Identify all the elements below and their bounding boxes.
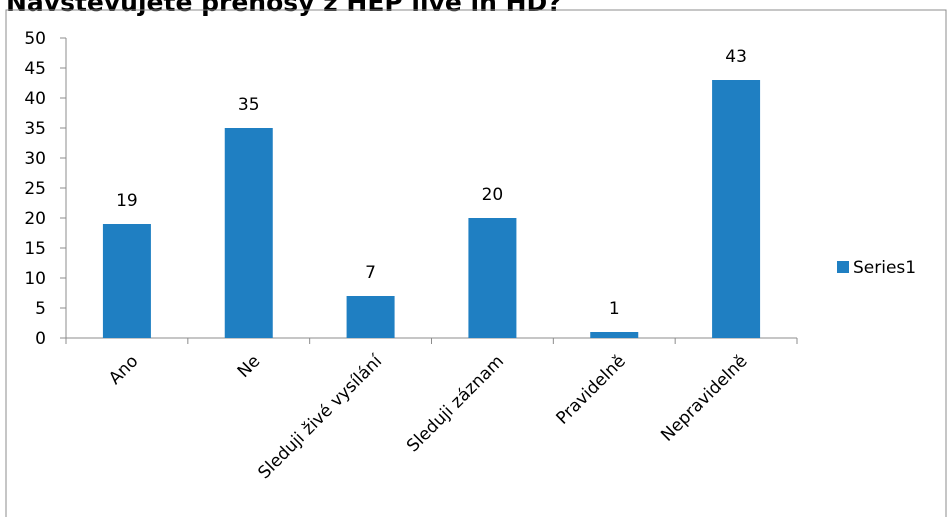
bar (224, 128, 273, 338)
category-label: Pravidelně (552, 351, 629, 428)
y-tick-label: 25 (24, 179, 46, 199)
y-tick-label: 0 (35, 329, 46, 349)
chart-border (5, 9, 947, 517)
bar (590, 332, 639, 338)
y-tick-label: 40 (24, 89, 46, 109)
chart-title: Navštěvujete přenosy z HEP live in HD? (6, 0, 562, 17)
y-tick-label: 35 (24, 119, 46, 139)
y-tick-label: 10 (24, 269, 46, 289)
bar (102, 224, 151, 338)
y-tick-label: 30 (24, 149, 46, 169)
data-label: 35 (238, 95, 260, 115)
legend-label: Series1 (853, 258, 916, 278)
bar (468, 218, 517, 338)
data-label: 43 (725, 47, 747, 67)
data-label: 19 (116, 191, 138, 211)
y-tick-label: 50 (24, 29, 46, 49)
data-label: 1 (609, 299, 620, 319)
category-label: Sleduji živé vysílání (254, 351, 387, 484)
legend-swatch (837, 261, 849, 273)
category-label: Ne (234, 351, 265, 382)
category-label: Ano (105, 351, 142, 388)
data-label: 20 (482, 185, 504, 205)
y-tick-label: 45 (24, 59, 46, 79)
y-tick-label: 5 (35, 299, 46, 319)
category-label: Sleduji záznam (403, 351, 508, 456)
bar (712, 80, 761, 338)
y-tick-label: 20 (24, 209, 46, 229)
data-label: 7 (365, 263, 376, 283)
y-tick-label: 15 (24, 239, 46, 259)
category-label: Nepravidelně (657, 351, 751, 445)
bar (346, 296, 395, 338)
